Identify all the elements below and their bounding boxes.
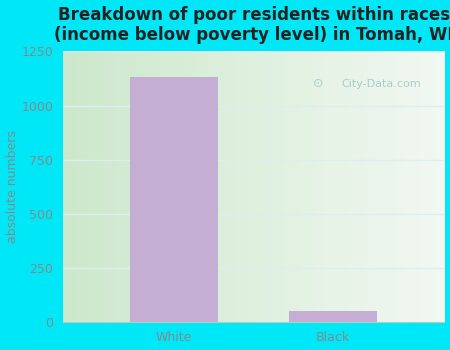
Y-axis label: absolute numbers: absolute numbers bbox=[5, 130, 18, 243]
Title: Breakdown of poor residents within races
(income below poverty level) in Tomah, : Breakdown of poor residents within races… bbox=[54, 6, 450, 44]
Text: ⊙: ⊙ bbox=[313, 77, 324, 90]
Bar bbox=[130, 77, 218, 322]
Text: City-Data.com: City-Data.com bbox=[342, 79, 421, 89]
Bar bbox=[289, 311, 377, 322]
